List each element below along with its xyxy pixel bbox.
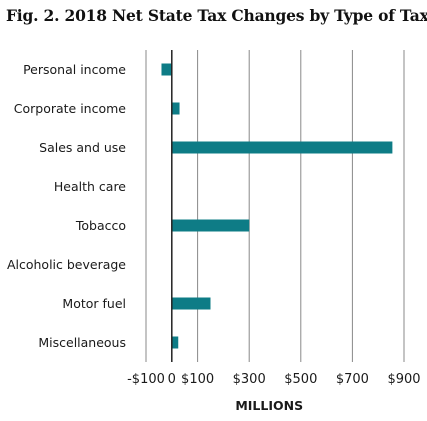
category-label: Personal income: [23, 62, 126, 77]
tick-label: $900: [387, 372, 420, 387]
chart-title: Fig. 2. 2018 Net State Tax Changes by Ty…: [6, 6, 427, 25]
tick-label: $300: [233, 372, 266, 387]
category-label: Motor fuel: [62, 296, 126, 311]
tick-label: $100: [181, 372, 214, 387]
tick-labels: -$100 0 $100 $300 $500 $700 $900: [127, 372, 420, 387]
bar: [161, 63, 172, 76]
tick-label: $700: [336, 372, 369, 387]
bar: [171, 102, 180, 115]
tick-label: $500: [284, 372, 317, 387]
bar: [171, 219, 250, 232]
category-label: Sales and use: [39, 140, 126, 155]
bar: [171, 141, 393, 154]
category-label: Tobacco: [75, 218, 126, 233]
category-labels: Personal income Corporate income Sales and…: [7, 62, 126, 350]
category-label: Health care: [54, 179, 126, 194]
bars: [161, 63, 393, 349]
bar: [171, 297, 211, 310]
category-label: Alcoholic beverage: [7, 257, 126, 272]
tick-label: 0: [168, 372, 176, 387]
bar: [171, 336, 179, 349]
gridlines: [145, 50, 405, 362]
category-label: Miscellaneous: [38, 335, 126, 350]
tick-label: -$100: [127, 372, 165, 387]
category-label: Corporate income: [14, 101, 127, 116]
x-axis-label: MILLIONS: [235, 398, 303, 413]
